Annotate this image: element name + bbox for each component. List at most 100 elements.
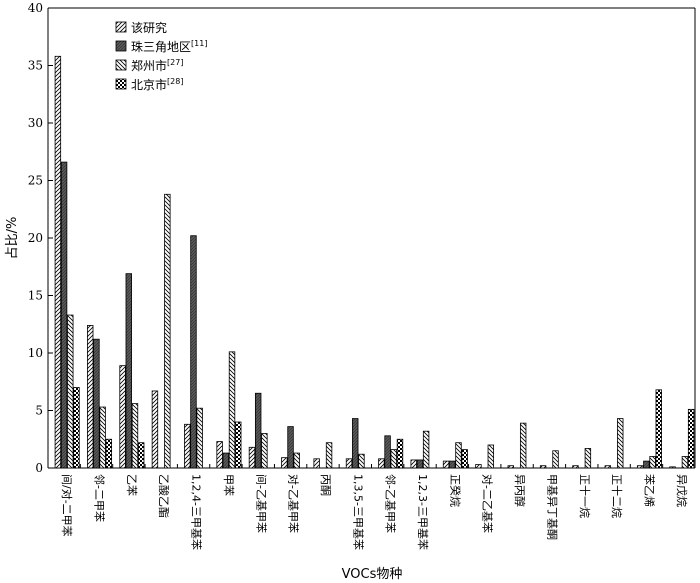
y-tick-label: 15 — [28, 289, 43, 303]
y-tick-label: 20 — [28, 231, 43, 245]
bar-2-3 — [125, 273, 132, 469]
legend-label: 珠三角地区[11] — [131, 39, 207, 54]
category-label: 正癸烷 — [448, 474, 462, 507]
y-tick-label: 0 — [35, 461, 43, 475]
legend-label: 郑州市[27] — [131, 58, 183, 73]
bar-2-12 — [416, 459, 424, 469]
category-label: 间-乙基甲苯 — [254, 474, 268, 533]
y-tick-label: 25 — [28, 174, 43, 188]
bar-3-4 — [164, 193, 171, 469]
category-label: 异戊烷 — [675, 474, 689, 507]
bar-3-18 — [617, 418, 624, 469]
category-label: 甲基异丁基酮 — [545, 474, 558, 540]
category-label: 对-乙基甲苯 — [287, 474, 301, 533]
bar-1-7 — [248, 446, 256, 469]
y-tick-label: 30 — [28, 116, 43, 130]
category-label: 间/对-二甲苯 — [60, 474, 74, 537]
x-axis-title: VOCs物种 — [342, 567, 403, 582]
bar-2-11 — [384, 435, 391, 469]
bar-1-8 — [281, 457, 288, 469]
bar-1-15 — [507, 465, 514, 469]
bar-3-1 — [67, 314, 74, 469]
bar-2-1 — [60, 161, 68, 469]
bar-2-13 — [449, 460, 456, 469]
bar-1-11 — [378, 458, 385, 469]
bar-3-15 — [519, 422, 527, 469]
bar-1-17 — [572, 465, 579, 469]
bar-4-20 — [687, 408, 695, 469]
bar-2-2 — [93, 338, 100, 469]
bar-4-19 — [655, 389, 662, 469]
y-tick-label: 40 — [28, 1, 43, 15]
bar-2-6 — [222, 452, 230, 469]
category-label: 1,3,5-三甲基苯 — [351, 474, 365, 550]
bar-3-7 — [261, 433, 268, 469]
category-label: 乙苯 — [125, 474, 139, 496]
bar-1-20 — [669, 466, 676, 469]
bar-3-19 — [649, 456, 656, 469]
bar-3-12 — [422, 430, 430, 469]
bar-1-9 — [313, 458, 320, 469]
bar-1-1 — [54, 55, 62, 469]
bar-2-10 — [352, 418, 359, 469]
bars — [54, 55, 695, 469]
bar-3-17 — [584, 448, 592, 469]
bar-2-19 — [643, 460, 650, 469]
legend-ref: [27] — [167, 58, 183, 67]
bar-4-11 — [396, 438, 404, 469]
bar-1-6 — [216, 441, 223, 469]
bar-3-3 — [131, 403, 139, 469]
category-label: 乙酸乙酯 — [157, 474, 171, 518]
y-tick-label: 5 — [35, 404, 43, 418]
bar-2-5 — [190, 235, 197, 469]
category-label: 1,2,3-三甲基苯 — [416, 474, 430, 550]
legend-label: 北京市[28] — [131, 77, 183, 92]
bar-3-5 — [196, 407, 203, 469]
bar-1-18 — [604, 465, 612, 469]
bar-2-8 — [287, 426, 294, 469]
legend-swatch — [115, 59, 127, 71]
bar-1-10 — [345, 458, 353, 469]
bar-4-1 — [73, 387, 80, 469]
bar-3-2 — [99, 406, 106, 469]
bar-4-6 — [235, 421, 242, 469]
bar-3-11 — [390, 449, 397, 469]
bar-3-8 — [293, 452, 300, 469]
bar-3-14 — [487, 444, 495, 469]
bar-1-16 — [539, 465, 547, 469]
y-ticks: 0 5 10 15 20 25 30 35 40 — [28, 1, 53, 475]
bar-1-3 — [119, 365, 126, 469]
y-axis-title: 占比/% — [5, 217, 20, 260]
legend-label: 该研究 — [131, 20, 167, 35]
category-label: 正十二烷 — [610, 474, 624, 518]
bar-3-20 — [681, 456, 689, 469]
category-label: 苯乙烯 — [642, 474, 656, 507]
bar-3-10 — [358, 453, 365, 469]
axes — [47, 7, 696, 469]
bar-4-2 — [105, 438, 113, 469]
bar-4-13 — [461, 449, 468, 469]
bar-3-13 — [455, 442, 462, 469]
y-tick-label: 10 — [28, 346, 43, 360]
bar-1-19 — [636, 465, 644, 469]
category-label: 异丙醇 — [513, 474, 527, 507]
bar-1-2 — [87, 324, 94, 469]
bar-1-4 — [151, 390, 159, 469]
y-tick-label: 35 — [28, 59, 43, 73]
category-label: 1,2,4-三甲基苯 — [190, 474, 204, 550]
bar-1-12 — [410, 459, 417, 469]
legend-swatch — [115, 21, 127, 33]
bar-3-9 — [325, 442, 333, 469]
x-ticks — [79, 464, 664, 468]
bar-1-5 — [184, 423, 191, 469]
category-label: 丙酮 — [319, 474, 332, 496]
bar-1-13 — [442, 460, 450, 469]
category-label: 邻-乙基甲苯 — [384, 474, 398, 533]
legend-ref: [28] — [167, 77, 183, 86]
category-labels: 间/对-二甲苯 邻-二甲苯 乙苯 乙酸乙酯 1,2,4-三甲基苯 甲苯 间-乙基甲苯 对-乙基… — [60, 474, 689, 550]
legend-swatch — [115, 40, 127, 52]
bar-3-16 — [552, 450, 559, 469]
bar-4-3 — [137, 442, 145, 469]
